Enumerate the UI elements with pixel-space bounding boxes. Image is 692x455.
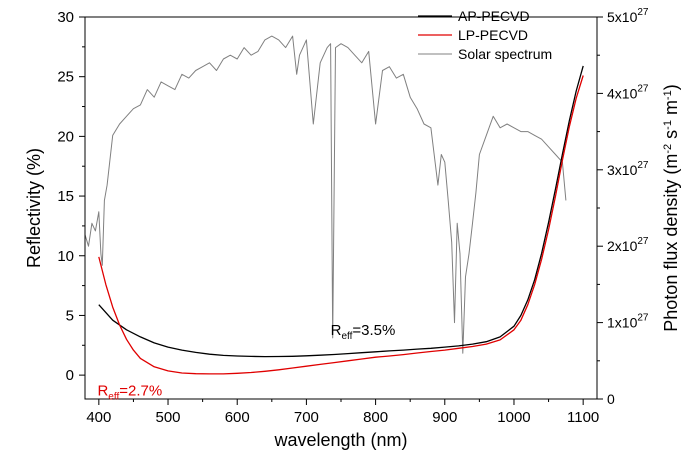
left-y-axis-label: Reflectivity (%) (24, 148, 44, 268)
left-y-tick-label: 10 (57, 248, 74, 265)
x-tick-label: 900 (432, 409, 457, 426)
left-y-tick-label: 5 (66, 307, 74, 324)
left-y-tick-label: 0 (66, 367, 74, 384)
right-y-tick-label: 0 (607, 391, 615, 407)
series-line-lp-pecvd (98, 75, 584, 375)
right-y-axis-label-mid2: m (661, 100, 681, 120)
right-y-tick-label: 2x1027 (607, 236, 649, 254)
right-y-axis-label-exp3: -1 (662, 90, 674, 100)
right-y-axis-label-end: ) (661, 84, 681, 90)
legend: AP-PECVD LP-PECVD Solar spectrum (418, 8, 552, 62)
left-y-tick-label: 25 (57, 69, 74, 86)
right-y-tick-label: 3x1027 (607, 160, 649, 178)
x-tick-label: 700 (294, 409, 319, 426)
series-layer (84, 35, 584, 375)
legend-label: Solar spectrum (458, 46, 552, 62)
annotation-ap: Reff=3.5% (331, 322, 396, 342)
right-y-tick-label: 4x1027 (607, 83, 649, 101)
x-tick-label: 800 (363, 409, 388, 426)
series-line-ap-pecvd (98, 65, 584, 358)
right-y-axis-label-exp1: -2 (662, 144, 674, 154)
x-axis-label: wavelength (nm) (273, 430, 407, 450)
x-tick-label: 1000 (497, 409, 530, 426)
x-tick-label: 600 (225, 409, 250, 426)
right-y-axis-label-base: Photon flux density (m (661, 154, 681, 332)
right-y-axis-label-mid1: s (661, 130, 681, 144)
right-y-axis-label: Photon flux density (m-2 s-1 m-1) (661, 84, 681, 331)
axes-layer: 400 500 600 700 800 900 1000 1100 0 5 10 15 20 25 30 0 1… (57, 7, 649, 426)
legend-label: LP-PECVD (458, 27, 528, 43)
legend-label: AP-PECVD (458, 8, 530, 24)
left-y-tick-label: 30 (57, 9, 74, 26)
series-line-solar-spectrum (84, 35, 567, 354)
x-tick-label: 400 (86, 409, 111, 426)
annotation-lp: Reff=2.7% (97, 383, 162, 403)
x-tick-label: 1100 (567, 409, 599, 426)
right-y-tick-label: 5x1027 (607, 7, 649, 25)
right-y-tick-label: 1x1027 (607, 313, 649, 331)
left-y-tick-label: 20 (57, 128, 74, 145)
x-tick-label: 500 (156, 409, 181, 426)
right-y-axis-label-exp2: -1 (662, 120, 674, 130)
left-y-tick-label: 15 (57, 188, 74, 205)
annotations: Reff=3.5% Reff=2.7% (97, 322, 395, 403)
